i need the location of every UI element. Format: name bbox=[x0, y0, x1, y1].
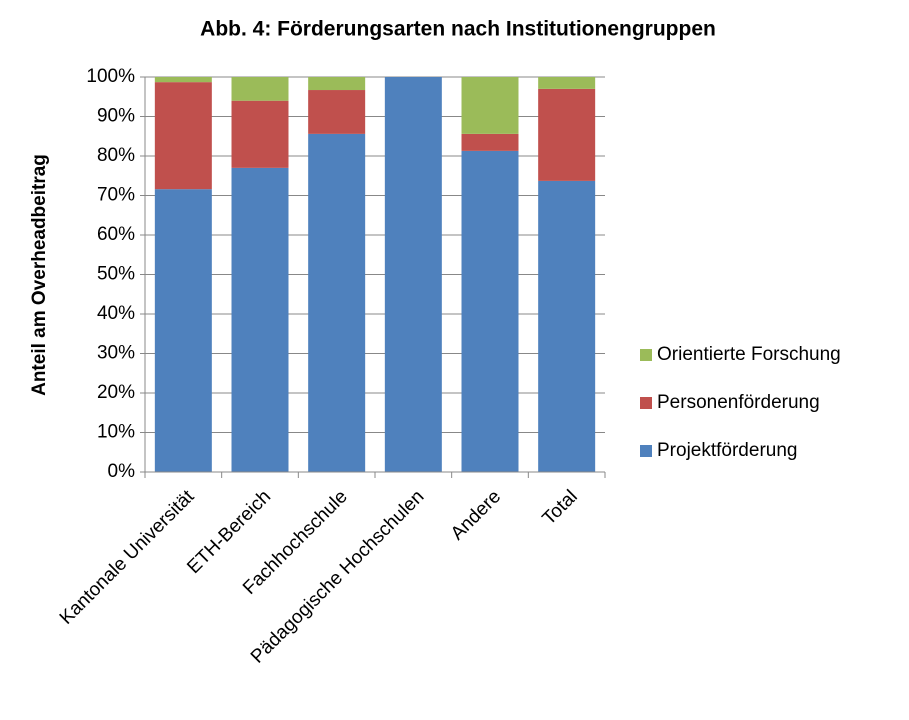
bar-segment bbox=[231, 100, 289, 168]
y-tick-label: 50% bbox=[97, 264, 135, 285]
chart-title: Abb. 4: Förderungsarten nach Institution… bbox=[200, 18, 716, 41]
bar-segment bbox=[461, 150, 519, 473]
y-tick-label: 60% bbox=[97, 224, 135, 245]
y-tick-label: 70% bbox=[97, 185, 135, 206]
legend-swatch bbox=[640, 397, 652, 409]
y-tick-label: 80% bbox=[97, 145, 135, 166]
bar-segment bbox=[308, 133, 366, 472]
x-tick-label: Andere bbox=[447, 486, 505, 544]
y-tick-label: 90% bbox=[97, 106, 135, 127]
bar-segment bbox=[538, 77, 596, 89]
legend-swatch bbox=[640, 445, 652, 457]
y-tick-label: 30% bbox=[97, 343, 135, 364]
bar-segment bbox=[461, 133, 519, 151]
y-axis-title: Anteil am Overheadbeitrag bbox=[29, 154, 50, 396]
y-tick-label: 40% bbox=[97, 303, 135, 324]
x-tick-label: Total bbox=[539, 486, 582, 529]
bar-segment bbox=[461, 77, 519, 134]
bar-segment bbox=[154, 82, 212, 190]
y-tick-label: 100% bbox=[86, 66, 135, 87]
bar-segment bbox=[231, 77, 289, 101]
y-tick-label: 20% bbox=[97, 382, 135, 403]
y-tick-label: 0% bbox=[108, 461, 136, 482]
bar-segment bbox=[308, 77, 366, 91]
bar-segment bbox=[308, 90, 366, 134]
bar-segment bbox=[154, 189, 212, 472]
bar-segment bbox=[538, 180, 596, 472]
legend-label: Projektförderung bbox=[657, 440, 797, 461]
y-tick-label: 10% bbox=[97, 422, 135, 443]
bar-segment bbox=[384, 77, 442, 472]
bar-segment bbox=[154, 77, 212, 83]
legend-swatch bbox=[640, 349, 652, 361]
bar-segment bbox=[231, 167, 289, 472]
x-tick-label: Kantonale Universität bbox=[56, 486, 199, 629]
legend-label: Personenförderung bbox=[657, 392, 820, 413]
bar-segment bbox=[538, 88, 596, 181]
legend-label: Orientierte Forschung bbox=[657, 344, 841, 365]
